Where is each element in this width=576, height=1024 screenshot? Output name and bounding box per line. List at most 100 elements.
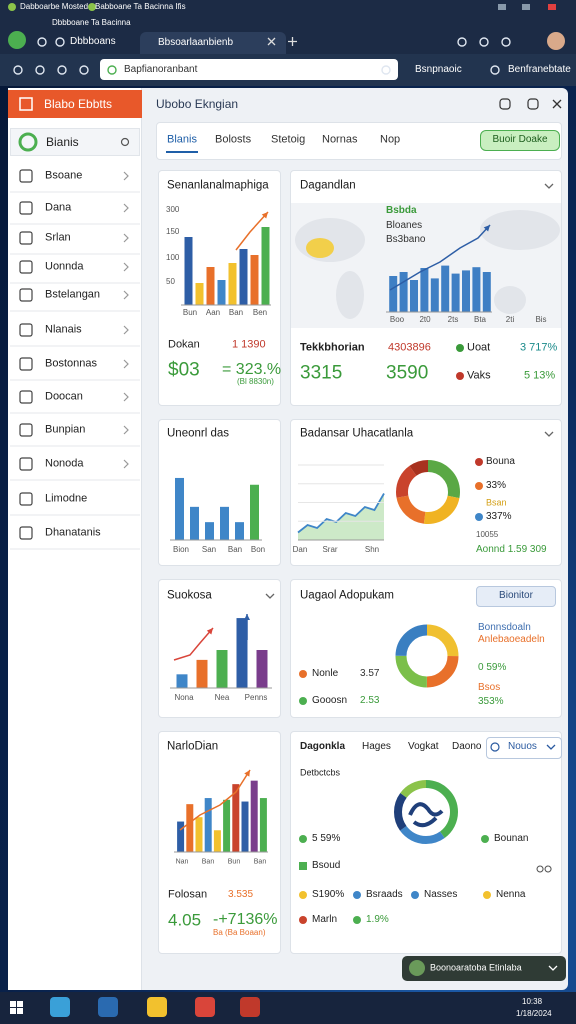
legend-label: Bouna xyxy=(486,456,515,467)
toast[interactable] xyxy=(402,956,566,981)
nav-item: Uonnda xyxy=(45,260,84,273)
tab-title: Babboane Ta Bacinna Ifis xyxy=(95,2,186,11)
stat-name: Vaks xyxy=(467,369,491,382)
card-title: Senanlanalmaphiga xyxy=(167,179,269,192)
stat-sub: Ba (Ba Boaan) xyxy=(213,928,266,937)
nav-item: Bostonnas xyxy=(45,357,97,370)
x-tick-label: Bun xyxy=(227,858,241,866)
footnote: 10055 xyxy=(476,530,499,539)
dropdown[interactable] xyxy=(486,737,562,759)
tab-title: Dabboarbe Mosted xyxy=(20,2,89,11)
tab: Vogkat xyxy=(408,741,439,752)
x-tick-label: Ban xyxy=(253,858,267,866)
tab: Stetoig xyxy=(271,133,306,146)
nav-item: Nonoda xyxy=(45,457,84,470)
nav-item: Doocan xyxy=(45,390,83,403)
tab: Nop xyxy=(380,133,401,146)
stat-change: -+7136% xyxy=(213,911,278,928)
action-button[interactable] xyxy=(480,130,560,151)
x-tick-label: Bion xyxy=(172,545,190,554)
card-title: Dagandlan xyxy=(300,179,356,192)
x-tick-label: Boo xyxy=(389,315,405,324)
legend-label: Nenna xyxy=(496,889,526,900)
x-tick-label: Aan xyxy=(205,308,221,317)
y-tick-label: 150 xyxy=(166,227,180,236)
button-label: Buoir Doake xyxy=(492,134,548,145)
legend-label: Bsbda xyxy=(386,205,417,216)
nav-item: Limodne xyxy=(45,492,88,505)
legend-label: 33% xyxy=(486,480,507,491)
tab-title: Dbbboans xyxy=(70,36,116,47)
x-tick-label: San xyxy=(201,545,217,554)
sidebar xyxy=(8,88,142,990)
button-label: Bionitor xyxy=(499,590,533,601)
legend-label: 337% xyxy=(486,511,512,522)
stat-label: Dokan xyxy=(168,338,200,351)
stat-value: 3 717% xyxy=(520,341,558,354)
card-title: Uagaol Adopukam xyxy=(300,589,394,602)
active-tab[interactable] xyxy=(140,32,286,54)
row-value: 2.53 xyxy=(360,695,380,706)
nav-item: Bsoane xyxy=(45,169,83,182)
subtitle: Detbctcbs xyxy=(300,767,341,778)
stat-value: 3590 xyxy=(386,362,429,384)
x-tick-label: Bta xyxy=(473,315,487,324)
bookmark: Bsnpnaoic xyxy=(415,64,462,75)
legend-label: Bonnsdoaln xyxy=(478,622,531,633)
address-text: Bapfianoranbant xyxy=(124,64,198,75)
stat-sub: (Bl 8830n) xyxy=(237,377,274,386)
tab: Bolosts xyxy=(215,133,252,146)
x-tick-label: Ben xyxy=(252,308,268,317)
map xyxy=(291,203,561,328)
y-tick-label: 100 xyxy=(166,253,180,262)
tab: Daono xyxy=(452,741,482,752)
legend-label: 353% xyxy=(478,696,504,707)
nav-item: Nlanais xyxy=(45,323,82,336)
dropdown-label: Nouos xyxy=(508,741,537,752)
y-tick-label: 50 xyxy=(166,277,175,286)
stat-value: 3315 xyxy=(300,362,343,384)
clock-time: 10:38 xyxy=(522,997,543,1006)
legend-label: S190% xyxy=(312,889,345,900)
filter-button[interactable] xyxy=(476,586,556,607)
legend-label: Bsraads xyxy=(366,889,403,900)
nav-item: Dhanatanis xyxy=(45,526,101,539)
address-bar[interactable] xyxy=(100,59,398,80)
x-tick-label: Ban xyxy=(201,858,215,866)
card-title: Suokosa xyxy=(167,589,212,602)
x-tick-label: 2ti xyxy=(505,315,515,324)
stat-note: 3.535 xyxy=(228,889,254,900)
card-title: NarloDian xyxy=(167,740,219,753)
x-tick-label: Ban xyxy=(227,545,243,554)
tab-strip xyxy=(156,122,562,160)
bookmark: Benfranebtate xyxy=(508,64,571,75)
legend-label: Bounan xyxy=(494,833,529,844)
nav-item: Dana xyxy=(45,201,72,214)
x-tick-label: Nan xyxy=(175,858,189,866)
row-value: 3.57 xyxy=(360,668,380,679)
stat-note: 1 1390 xyxy=(232,338,266,351)
row-name: Gooosn xyxy=(312,695,348,706)
x-tick-label: Bun xyxy=(182,308,198,317)
taskbar xyxy=(0,992,576,1024)
tab: Blanis xyxy=(167,133,197,146)
x-tick-label: Bon xyxy=(250,545,266,554)
total: Aonnd 1.59 309 xyxy=(476,544,547,555)
x-tick-label: 2t0 xyxy=(419,315,431,324)
legend-label: 0 59% xyxy=(478,662,507,673)
tab-title: Bbsoarlaanbienb xyxy=(158,37,234,48)
stat-value: 4.05 xyxy=(168,910,202,930)
card-title: Badansar Uhacatlanla xyxy=(300,427,414,440)
stat-value: 5 13% xyxy=(524,369,556,382)
x-tick-label: Nea xyxy=(214,693,230,702)
legend-label: 5 59% xyxy=(312,833,341,844)
legend-label: Bsan xyxy=(486,497,507,508)
legend-label: 1.9% xyxy=(366,914,389,925)
y-tick-label: 300 xyxy=(166,205,180,214)
legend-label: Bsoud xyxy=(312,860,341,871)
legend-label: Bloanes xyxy=(386,219,423,231)
x-tick-label: Bis xyxy=(535,315,547,324)
stat-label: Folosan xyxy=(168,888,208,901)
legend-label: Bs3bano xyxy=(386,234,426,245)
